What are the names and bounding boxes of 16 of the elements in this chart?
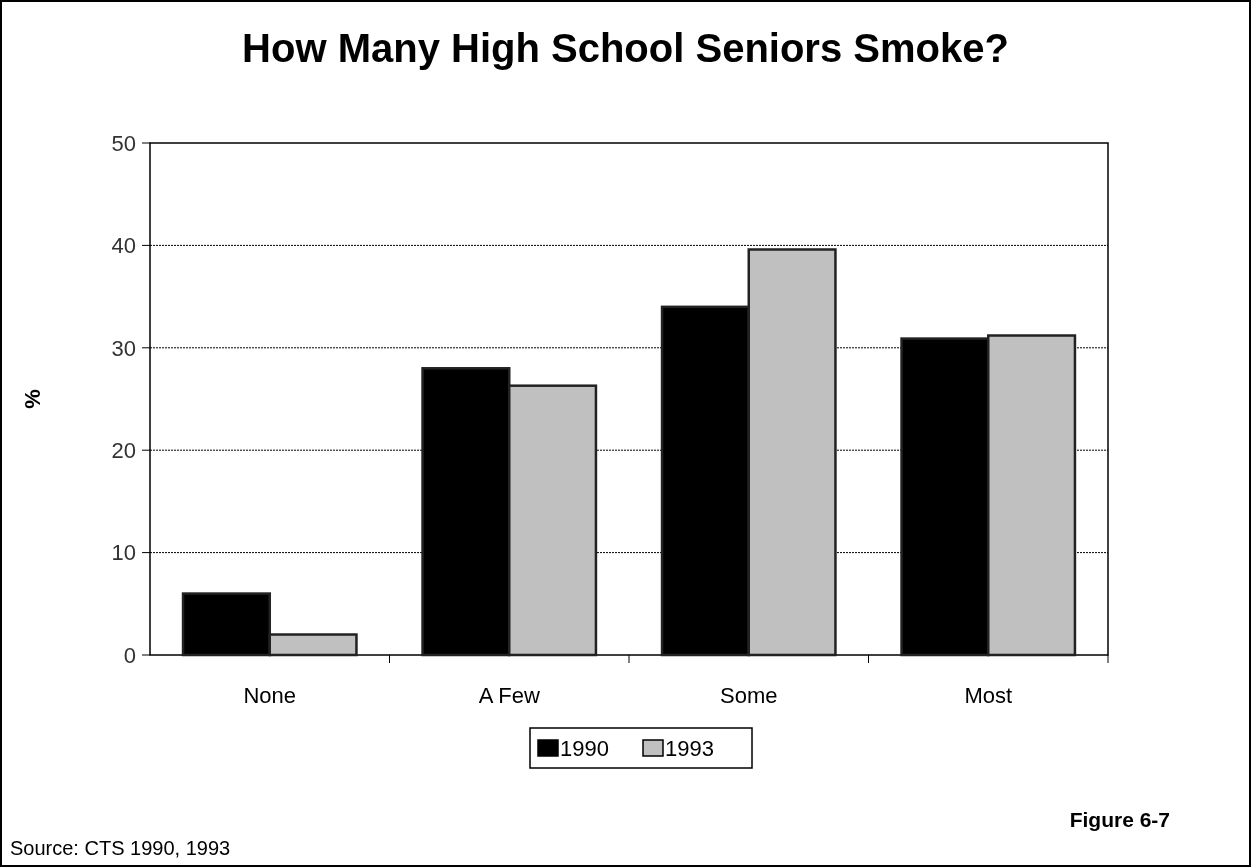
y-tick-label: 20 xyxy=(111,437,136,463)
y-axis-title: % xyxy=(20,389,45,409)
chart-title: How Many High School Seniors Smoke? xyxy=(242,26,1009,70)
legend-label: 1993 xyxy=(665,735,714,761)
x-tick-label: A Few xyxy=(478,683,540,708)
y-tick-label: 0 xyxy=(123,642,136,668)
caption: Figure 6-7 xyxy=(1069,808,1170,831)
y-tick-label: 40 xyxy=(111,233,136,259)
y-tick-label: 50 xyxy=(111,130,136,156)
x-tick-label: Most xyxy=(964,683,1013,708)
x-tick-label: None xyxy=(243,683,297,708)
x-tick-label: Some xyxy=(720,683,778,708)
source-note: Source: CTS 1990, 1993 xyxy=(10,837,231,859)
y-tick-label: 30 xyxy=(111,335,136,361)
legend-label: 1990 xyxy=(560,735,609,761)
y-tick-label: 10 xyxy=(111,540,136,566)
